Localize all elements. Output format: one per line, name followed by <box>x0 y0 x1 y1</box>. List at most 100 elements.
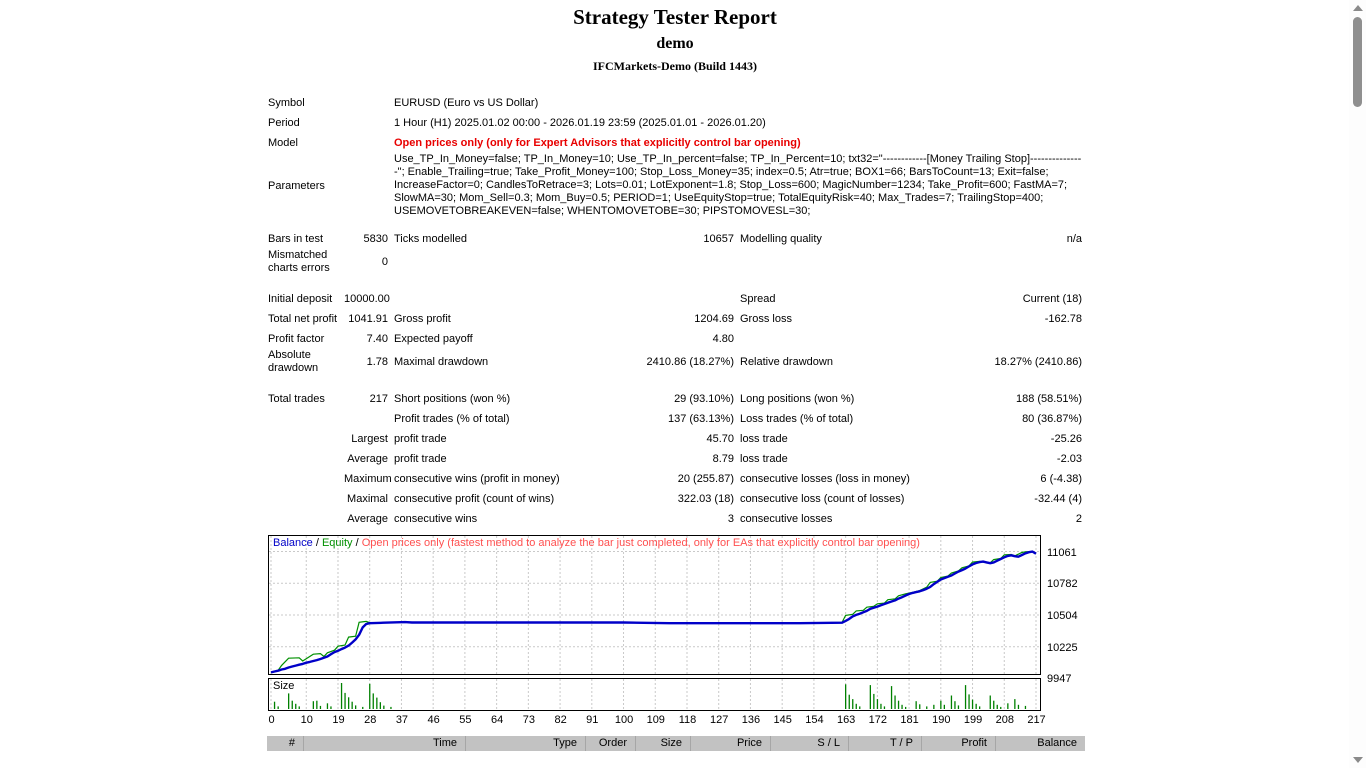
x-tick-label: 217 <box>1027 714 1046 726</box>
stat-label: Loss trades (% of total) <box>740 412 854 425</box>
x-tick-label: 109 <box>646 714 665 726</box>
size-bar <box>897 700 900 709</box>
size-bar <box>954 701 956 709</box>
size-bar <box>890 686 893 709</box>
scroll-up-icon[interactable] <box>1353 5 1363 11</box>
size-bar <box>848 694 850 709</box>
scroll-down-icon[interactable] <box>1353 757 1363 763</box>
stat-label: consecutive losses (loss in money) <box>740 472 910 485</box>
scroll-thumb[interactable] <box>1353 17 1362 107</box>
model-label: Model <box>268 137 298 149</box>
y-tick-label: 11061 <box>1047 546 1077 559</box>
size-bar <box>1014 699 1016 709</box>
size-bar <box>312 701 314 709</box>
stat-label: profit trade <box>394 452 447 465</box>
stat-value: 5830 <box>363 232 388 245</box>
stat-row: Initial deposit 10000.00 Spread Current (18… <box>268 289 1082 309</box>
stat-label: consecutive loss (count of losses) <box>740 492 905 505</box>
stat-value: 2410.86 (18.27%) <box>646 355 734 368</box>
legend-separator-1: / <box>312 537 322 549</box>
size-plot <box>270 679 1037 710</box>
size-bar <box>883 706 886 709</box>
stat-label: Total trades <box>268 392 325 405</box>
x-tick-label: 0 <box>268 714 275 726</box>
size-bar <box>859 706 861 709</box>
stat-value: 20 (255.87) <box>677 472 734 485</box>
stat-label: Short positions (won %) <box>394 392 511 405</box>
x-tick-label: 91 <box>586 714 599 726</box>
size-bar <box>940 700 942 709</box>
size-bar <box>295 703 297 709</box>
test-info-section: Symbol EURUSD (Euro vs US Dollar) Period… <box>268 93 1082 218</box>
size-bar <box>869 685 871 709</box>
stat-value: 1041.91 <box>348 312 388 325</box>
stat-label: Ticks modelled <box>394 232 467 245</box>
x-tick-label: 163 <box>836 714 856 726</box>
balance-equity-chart: Balance / Equity / Open prices only (fas… <box>268 535 1041 675</box>
size-bar <box>351 701 353 709</box>
size-bar <box>905 706 907 709</box>
size-bar <box>355 705 357 709</box>
size-bar <box>933 704 935 709</box>
stat-row: Total trades 217 Short positions (won %) 29… <box>268 389 1082 409</box>
x-tick-label: 64 <box>490 714 504 726</box>
x-axis-labels: 0 10 19 28 37 46 55 64 73 82 91 100 109 118 127 136 145 1… <box>268 714 1045 729</box>
stat-value: Largest <box>351 432 388 445</box>
size-bar <box>1024 705 1027 709</box>
column-header-order: Order <box>585 736 635 751</box>
x-tick-label: 19 <box>332 714 345 726</box>
size-bar <box>273 701 276 709</box>
stat-row: Mismatched charts errors 0 <box>268 249 1082 275</box>
stat-label: Mismatched charts errors <box>268 249 330 274</box>
stat-value: 6 (-4.38) <box>1040 472 1082 485</box>
stat-label: Bars in test <box>268 232 324 245</box>
column-header-balance: Balance <box>995 736 1085 751</box>
stat-row: Total net profit 1041.91 Gross profit 1204.… <box>268 309 1082 329</box>
stat-value: 10657 <box>703 232 734 245</box>
stat-label: Gross profit <box>394 312 451 325</box>
x-tick-label: 55 <box>459 714 472 726</box>
stat-value: Average <box>347 452 388 465</box>
period-value: 1 Hour (H1) 2025.01.02 00:00 - 2026.01.1… <box>394 116 766 129</box>
x-tick-label: 199 <box>963 714 983 726</box>
size-bar <box>971 699 974 709</box>
size-bar <box>390 706 392 709</box>
size-bar <box>291 700 293 709</box>
size-bar <box>989 695 991 709</box>
size-bar <box>288 693 290 709</box>
stat-value: 217 <box>369 392 388 405</box>
stat-value: 0 <box>381 255 388 268</box>
stat-label: consecutive losses <box>740 512 833 525</box>
column-header-type: Type <box>465 736 585 751</box>
x-tick-label: 136 <box>741 714 761 726</box>
stat-row: Profit factor 7.40 Expected payoff 4.80 <box>268 329 1082 349</box>
size-bar <box>876 699 879 709</box>
stat-label: consecutive profit (count of wins) <box>394 492 555 505</box>
equity-line <box>270 550 1037 673</box>
scrollbar[interactable] <box>1349 0 1366 768</box>
size-bar <box>880 703 882 709</box>
size-bar <box>348 697 350 709</box>
size-bar <box>1007 703 1009 709</box>
stat-row: Average consecutive wins 3 consecutive loss… <box>268 509 1082 529</box>
stat-value: 45.70 <box>706 432 734 445</box>
size-bar <box>873 693 875 709</box>
size-bar <box>926 706 928 709</box>
stat-label: Modelling quality <box>740 232 822 245</box>
size-bar <box>957 705 960 709</box>
legend-model-note: Open prices only (fastest method to anal… <box>361 537 920 549</box>
size-bar <box>845 684 847 709</box>
balance-line <box>270 550 1037 674</box>
stat-label: loss trade <box>740 432 788 445</box>
model-row: Model Open prices only (only for Expert … <box>268 133 1082 153</box>
legend-separator-2: / <box>352 537 362 549</box>
size-bar <box>968 694 970 709</box>
x-tick-label: 73 <box>522 714 535 726</box>
account-name: demo <box>656 35 694 52</box>
y-tick-label: 10782 <box>1047 578 1078 591</box>
stat-label: Profit factor <box>268 332 325 345</box>
x-tick-label: 37 <box>395 714 409 726</box>
size-bar <box>298 706 300 709</box>
stat-value: n/a <box>1066 232 1082 245</box>
y-tick-label: 10225 <box>1047 641 1078 654</box>
